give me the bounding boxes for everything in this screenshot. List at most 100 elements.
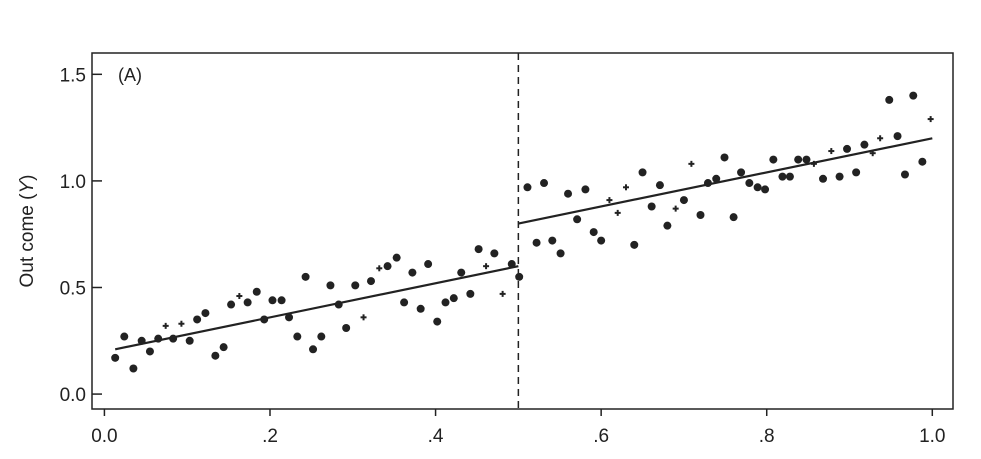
data-point xyxy=(260,315,269,324)
data-point xyxy=(268,296,277,305)
data-point xyxy=(540,179,549,188)
data-point xyxy=(696,211,705,220)
data-point xyxy=(515,272,524,281)
data-point-plus xyxy=(622,184,629,191)
data-point-plus xyxy=(178,320,185,327)
data-point xyxy=(474,245,483,254)
data-marks xyxy=(111,53,934,409)
plot-frame xyxy=(91,52,954,410)
data-point xyxy=(556,249,565,258)
data-point xyxy=(383,262,392,271)
data-point xyxy=(441,298,450,307)
data-point-plus xyxy=(483,263,490,270)
data-point xyxy=(564,189,573,198)
data-point xyxy=(277,296,286,305)
data-point xyxy=(120,332,129,341)
data-point xyxy=(211,351,220,360)
x-tick-label: 1.0 xyxy=(919,426,945,447)
data-point xyxy=(647,202,656,211)
data-point xyxy=(185,336,194,345)
data-point xyxy=(466,289,475,298)
data-point xyxy=(745,179,754,188)
data-point xyxy=(548,236,557,245)
axes: 0.0 .2 .4 .6 .8 1.0 0.0 0.5 1.0 1.5 xyxy=(60,52,954,447)
data-point xyxy=(301,272,310,281)
data-point xyxy=(885,95,894,104)
data-point xyxy=(703,179,712,188)
data-point xyxy=(573,215,582,224)
panel-label: (A) xyxy=(118,65,142,85)
data-point xyxy=(293,332,302,341)
data-point xyxy=(334,300,343,309)
data-point xyxy=(581,185,590,194)
data-point xyxy=(416,304,425,313)
x-tick-label: .8 xyxy=(759,426,775,447)
data-point xyxy=(111,353,120,362)
data-point xyxy=(351,281,360,290)
y-tick-label: 1.0 xyxy=(60,172,86,193)
data-point xyxy=(720,153,729,162)
data-point-plus xyxy=(688,160,695,167)
data-point xyxy=(408,268,417,277)
fit-line xyxy=(114,265,519,351)
data-point-plus xyxy=(828,148,835,155)
y-tick-label: 0.5 xyxy=(60,278,86,299)
data-point xyxy=(737,168,746,177)
data-point xyxy=(392,253,401,262)
x-tick-label: .2 xyxy=(262,426,278,447)
y-tick-label: 1.5 xyxy=(60,65,86,86)
data-point-plus xyxy=(236,293,243,300)
data-point xyxy=(366,277,375,286)
data-point xyxy=(655,181,664,190)
data-point-plus xyxy=(927,116,934,123)
data-point xyxy=(326,281,335,290)
data-point xyxy=(219,343,228,352)
data-point xyxy=(227,300,236,309)
y-axis-label: Out come (Y) xyxy=(17,175,38,288)
data-point xyxy=(893,132,902,141)
data-point xyxy=(663,221,672,230)
y-tick-label: 0.0 xyxy=(60,385,86,406)
data-point-plus xyxy=(810,160,817,167)
data-point xyxy=(342,323,351,332)
data-point xyxy=(819,174,828,183)
data-point-plus xyxy=(360,314,367,321)
data-point xyxy=(193,315,202,324)
data-point xyxy=(154,334,163,343)
data-point xyxy=(490,249,499,258)
data-point-plus xyxy=(869,150,876,157)
data-point xyxy=(252,287,261,296)
data-point xyxy=(449,294,458,303)
data-point-plus xyxy=(672,205,679,212)
x-tick-label: .6 xyxy=(593,426,609,447)
x-tick-label: .4 xyxy=(428,426,444,447)
data-point xyxy=(860,140,869,149)
data-point xyxy=(309,345,318,354)
data-point xyxy=(778,172,787,181)
data-point xyxy=(145,347,154,356)
data-point xyxy=(137,336,146,345)
data-point xyxy=(679,196,688,205)
data-point xyxy=(597,236,606,245)
data-point xyxy=(129,364,138,373)
data-point xyxy=(785,172,794,181)
data-point xyxy=(769,155,778,164)
data-point xyxy=(285,313,294,322)
data-point-plus xyxy=(877,135,884,142)
data-point xyxy=(433,317,442,326)
data-point xyxy=(843,144,852,153)
data-point xyxy=(201,309,210,318)
data-point xyxy=(523,183,532,192)
fit-line xyxy=(518,137,933,225)
data-point xyxy=(761,185,770,194)
data-point xyxy=(169,334,178,343)
data-point xyxy=(852,168,861,177)
data-point xyxy=(794,155,803,164)
data-point-plus xyxy=(162,322,169,329)
data-point xyxy=(729,213,738,222)
data-point xyxy=(532,238,541,247)
data-point xyxy=(424,260,433,269)
data-point xyxy=(835,172,844,181)
data-point-plus xyxy=(606,197,613,204)
